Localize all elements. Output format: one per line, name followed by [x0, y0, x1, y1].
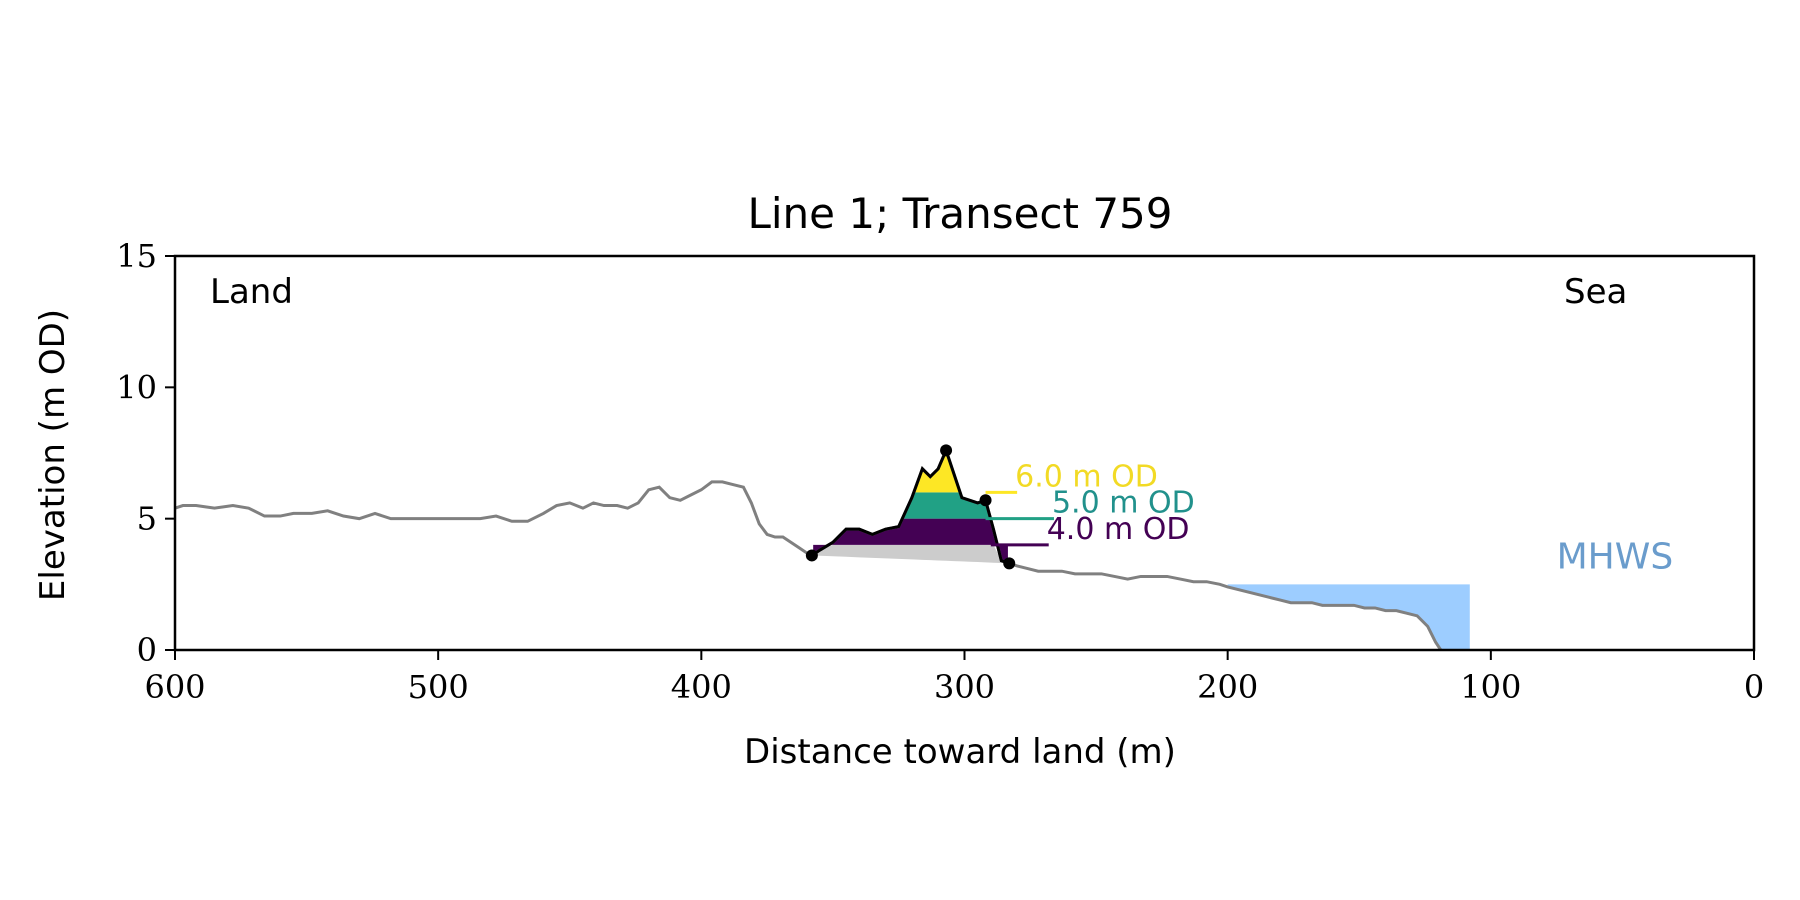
dune-marker-2	[979, 494, 992, 507]
x-tick-label-0: 0	[1744, 668, 1764, 706]
x-axis-label: Distance toward land (m)	[744, 732, 1176, 772]
level-label-5: 5.0 m OD	[1052, 486, 1195, 521]
x-tick-label-400: 400	[671, 668, 732, 706]
y-tick-label-10: 10	[116, 368, 157, 406]
plot-frame	[173, 254, 1756, 652]
x-tick-label-100: 100	[1460, 668, 1521, 706]
y-tick-label-15: 15	[116, 237, 157, 275]
chart-title: Line 1; Transect 759	[747, 189, 1172, 238]
sea-label: Sea	[1564, 272, 1627, 312]
dune-marker-0	[805, 549, 818, 562]
dune-toe-area	[811, 544, 1010, 564]
y-tick-label-0: 0	[137, 631, 157, 669]
x-tick-label-300: 300	[934, 668, 995, 706]
x-tick-label-200: 200	[1197, 668, 1258, 706]
mhws-label: MHWS	[1557, 537, 1674, 578]
y-axis-label: Elevation (m OD)	[33, 309, 73, 601]
band-4m	[813, 518, 1008, 563]
x-tick-label-600: 600	[144, 668, 205, 706]
y-tick-label-5: 5	[137, 500, 157, 538]
level-label-4: 4.0 m OD	[1047, 512, 1190, 547]
land-label: Land	[210, 272, 293, 312]
level-label-6: 6.0 m OD	[1015, 459, 1158, 494]
profile-line	[174, 446, 1443, 651]
x-tick-label-500: 500	[408, 668, 469, 706]
band-5m	[902, 492, 990, 519]
dune-marker-1	[940, 444, 953, 457]
dune-marker-3	[1003, 557, 1016, 570]
